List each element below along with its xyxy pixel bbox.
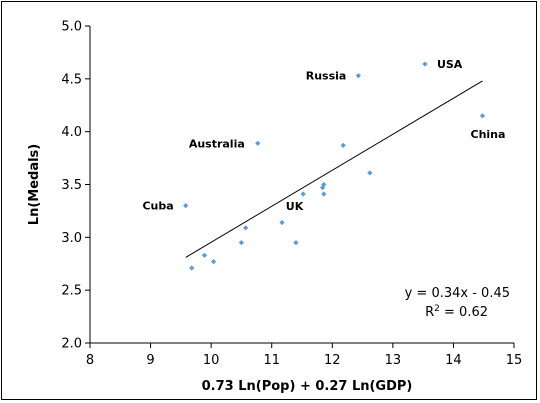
data-point bbox=[293, 240, 299, 246]
y-axis-title: Ln(Medals) bbox=[27, 144, 42, 225]
y-tick-label: 2.0 bbox=[61, 337, 82, 352]
data-point bbox=[300, 191, 306, 197]
x-tick-label: 9 bbox=[146, 353, 154, 368]
data-point bbox=[279, 219, 285, 226]
data-point bbox=[255, 140, 261, 146]
x-ticks: 8 9 10 11 12 13 14 15 bbox=[86, 343, 522, 368]
point-label-china: China bbox=[471, 128, 506, 141]
point-label-uk: UK bbox=[286, 200, 304, 213]
data-point bbox=[321, 191, 327, 197]
x-tick-label: 13 bbox=[385, 353, 402, 368]
point-label-cuba: Cuba bbox=[142, 200, 173, 213]
y-ticks: 2.0 2.5 3.0 3.5 4.0 4.5 5.0 bbox=[61, 20, 90, 352]
data-point bbox=[201, 252, 208, 258]
r-squared-letter: R bbox=[425, 305, 434, 320]
data-point bbox=[210, 259, 217, 265]
y-tick-label: 2.5 bbox=[61, 284, 82, 299]
y-tick-label: 3.0 bbox=[61, 231, 82, 246]
x-axis-title: 0.73 Ln(Pop) + 0.27 Ln(GDP) bbox=[202, 379, 413, 394]
r-squared-value: = 0.62 bbox=[440, 305, 488, 320]
data-point bbox=[183, 203, 189, 209]
regression-equation: y = 0.34x - 0.45 bbox=[405, 286, 510, 301]
data-point bbox=[189, 265, 195, 271]
x-tick-label: 12 bbox=[324, 353, 341, 368]
y-tick-label: 4.5 bbox=[61, 72, 82, 87]
point-labels: USA Russia China Australia Cuba UK bbox=[142, 58, 505, 213]
x-tick-label: 10 bbox=[203, 353, 220, 368]
y-tick-label: 5.0 bbox=[61, 20, 82, 35]
r-squared-superscript: 2 bbox=[434, 304, 440, 314]
data-point bbox=[243, 225, 249, 231]
x-tick-label: 8 bbox=[86, 353, 94, 368]
r-squared: R2 = 0.62 bbox=[425, 304, 488, 320]
x-tick-label: 15 bbox=[506, 353, 523, 368]
y-tick-label: 3.5 bbox=[61, 178, 82, 193]
data-point bbox=[422, 61, 428, 67]
trendline bbox=[185, 80, 483, 258]
data-point bbox=[355, 73, 361, 79]
data-points bbox=[183, 61, 486, 271]
data-point bbox=[321, 181, 327, 188]
point-label-usa: USA bbox=[437, 58, 463, 71]
data-point bbox=[238, 240, 245, 246]
y-tick-label: 4.0 bbox=[61, 125, 82, 140]
point-label-russia: Russia bbox=[306, 70, 347, 83]
data-point bbox=[367, 170, 373, 176]
x-tick-label: 11 bbox=[263, 353, 280, 368]
x-tick-label: 14 bbox=[445, 353, 462, 368]
data-point bbox=[340, 142, 346, 149]
point-label-australia: Australia bbox=[189, 137, 245, 150]
data-point bbox=[479, 113, 486, 119]
